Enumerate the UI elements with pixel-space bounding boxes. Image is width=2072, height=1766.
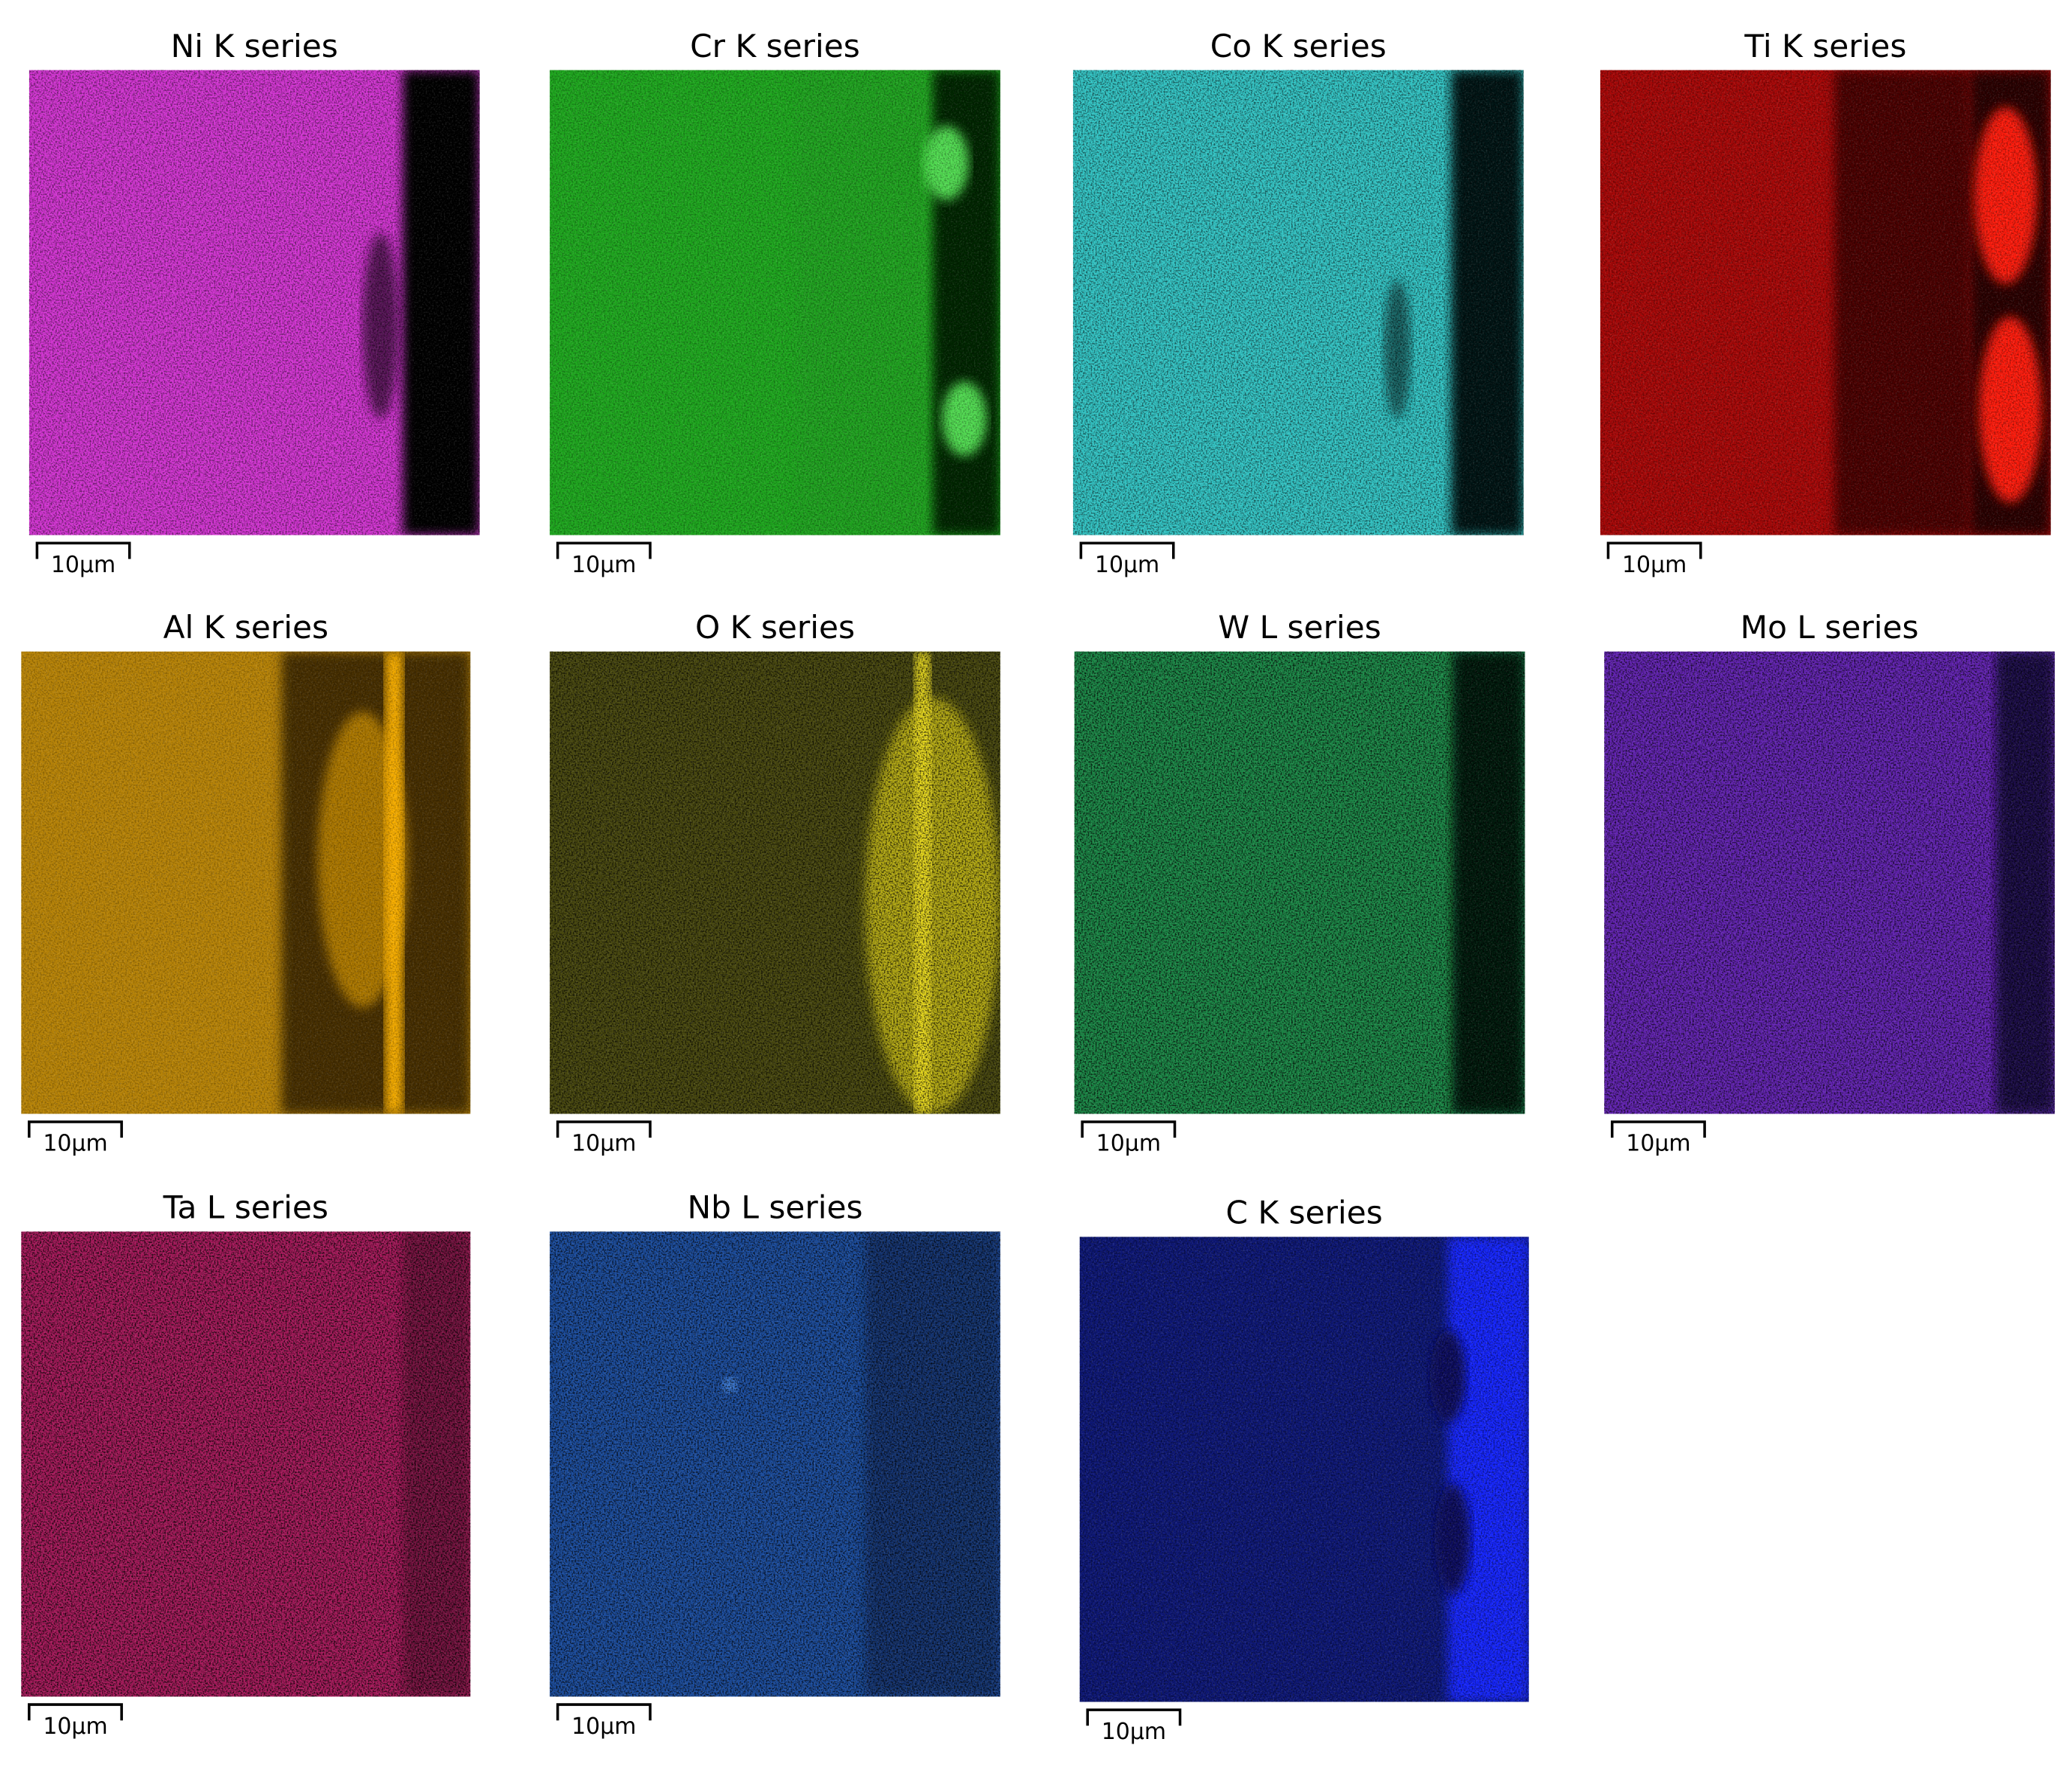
map-noise-light (550, 70, 1000, 535)
map-noise-light (1600, 70, 2051, 535)
scale-label: 10µm (43, 1131, 107, 1157)
panel-title: Co K series (1210, 28, 1387, 64)
map-panel: Al K series 10µm (21, 609, 471, 1157)
element-map (1600, 70, 2051, 535)
scale-label: 10µm (51, 552, 115, 578)
map-noise-light (21, 651, 471, 1114)
map-panel: W L series 10µm (1074, 609, 1525, 1157)
element-map (550, 651, 1000, 1114)
panel-title: Nb L series (687, 1189, 862, 1226)
map-panel: Cr K series 10µm (550, 28, 1000, 578)
scale-bar (1610, 1120, 1706, 1138)
scale-label: 10µm (1622, 552, 1687, 578)
panel-title: Cr K series (690, 28, 860, 64)
panel-title: Ti K series (1744, 28, 1906, 64)
map-noise-light (1074, 651, 1525, 1114)
element-map (1604, 651, 2056, 1114)
panel-title: Ni K series (171, 28, 338, 64)
map-panel: C K series 10µm (1079, 1195, 1529, 1745)
scale-bar (1086, 1708, 1182, 1726)
scale-bar (28, 1703, 123, 1721)
element-map (1074, 651, 1525, 1114)
map-panel: Mo L series 10µm (1604, 609, 2056, 1157)
map-noise-light (1072, 70, 1524, 535)
scale-label: 10µm (1626, 1131, 1690, 1157)
scale-label: 10µm (571, 1131, 636, 1157)
scale-label: 10µm (1096, 1131, 1161, 1157)
map-noise-light (28, 70, 480, 535)
element-map (21, 1231, 471, 1697)
panel-title: C K series (1226, 1195, 1383, 1231)
scale-bar (28, 1120, 123, 1138)
panel-title: Mo L series (1741, 609, 1919, 646)
element-map (1079, 1237, 1529, 1702)
map-noise-light (550, 1231, 1000, 1697)
scale-label: 10µm (571, 552, 636, 578)
element-map (550, 70, 1000, 535)
scale-bar (556, 541, 652, 559)
element-map (1072, 70, 1524, 535)
scale-bar (1081, 1120, 1177, 1138)
map-panel: O K series 10µm (550, 609, 1000, 1157)
scale-label: 10µm (1095, 552, 1159, 578)
panel-title: Al K series (163, 609, 328, 646)
scale-bar (1606, 541, 1702, 559)
map-panel: Ta L series 10µm (21, 1189, 471, 1740)
element-map (28, 70, 480, 535)
scale-bar (556, 1120, 652, 1138)
scale-bar (556, 1703, 652, 1721)
element-map (21, 651, 471, 1114)
scale-label: 10µm (1102, 1719, 1166, 1745)
element-map (550, 1231, 1000, 1697)
panel-title: Ta L series (163, 1189, 328, 1226)
map-noise-light (1079, 1237, 1529, 1702)
map-noise-light (550, 651, 1000, 1114)
map-panel: Nb L series 10µm (550, 1189, 1000, 1740)
map-panel: Co K series 10µm (1072, 28, 1524, 578)
map-panel: Ti K series 10µm (1600, 28, 2051, 578)
scale-label: 10µm (43, 1714, 107, 1740)
map-noise-light (1604, 651, 2056, 1114)
scale-bar (1079, 541, 1175, 559)
map-panel: Ni K series 10µm (28, 28, 480, 578)
panel-title: W L series (1218, 609, 1381, 646)
panel-title: O K series (695, 609, 855, 646)
scale-bar (35, 541, 131, 559)
map-noise-light (21, 1231, 471, 1697)
scale-label: 10µm (571, 1714, 636, 1740)
